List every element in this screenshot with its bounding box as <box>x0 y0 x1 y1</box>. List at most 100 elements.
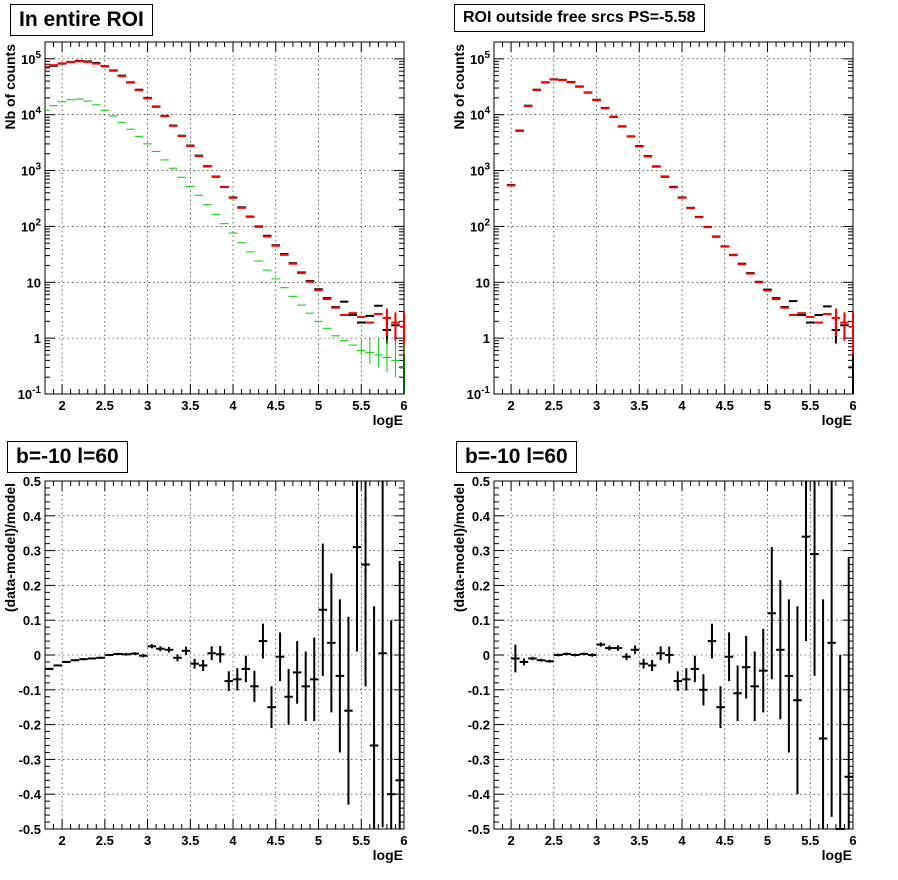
data-point <box>190 658 199 669</box>
data-point <box>395 561 404 829</box>
data-point <box>292 641 302 704</box>
x-tick-label: 4 <box>229 398 237 413</box>
data-point <box>147 644 157 649</box>
pad-residual-right: 2 2.5 3 3.5 4 4.5 5 5.5 6 -0.5 -0.4 -0.3 -0.2 -0.1 0 0.… <box>449 437 898 875</box>
x-tick-label: 5.5 <box>352 833 370 848</box>
data-point <box>365 336 375 364</box>
data-point <box>198 659 208 672</box>
x-tick-label: 4 <box>678 833 686 848</box>
data-point <box>724 632 734 682</box>
data-point <box>53 664 63 667</box>
data-point <box>391 312 400 341</box>
x-tick-label: 3.5 <box>630 833 648 848</box>
data-point <box>156 646 165 652</box>
x-tick-label: 5 <box>315 833 322 848</box>
y-tick-label: -0.1 <box>468 683 490 698</box>
data-point <box>630 645 640 654</box>
plot-entire-roi: 2 2.5 3 3.5 4 4.5 5 5.5 6 10-1 1 10 102 103 104 105 logE… <box>2 41 408 428</box>
x-tick-label: 3.5 <box>630 398 648 413</box>
data-point <box>511 644 520 673</box>
plot-area: 2 2.5 3 3.5 4 4.5 5 5.5 6 -0.5 -0.4 -0.3 -0.2 -0.1 0 0.… <box>451 474 857 863</box>
data-point <box>121 652 131 656</box>
data-series <box>45 60 405 355</box>
y-tick-label: 1 <box>483 331 490 346</box>
y-tick-label: 10 <box>476 275 490 290</box>
x-tick-label: 6 <box>400 398 407 413</box>
data-point <box>570 653 580 657</box>
plot-frame <box>493 480 854 830</box>
data-point <box>335 599 345 753</box>
x-tick-label: 4 <box>678 398 686 413</box>
data-point <box>258 623 268 659</box>
pad-entire-roi: 2 2.5 3 3.5 4 4.5 5 5.5 6 10-1 1 10 102 103 104 105 logE… <box>0 0 449 437</box>
data-point <box>113 652 122 655</box>
data-point <box>639 658 648 669</box>
plot-frame <box>44 41 405 395</box>
data-point <box>801 481 811 642</box>
y-tick-label: 0.3 <box>472 544 490 559</box>
y-tick-label: 10-1 <box>18 385 42 402</box>
x-axis-label: logE <box>822 412 852 428</box>
data-point <box>545 659 554 663</box>
data-point <box>844 557 853 829</box>
y-tick-label: 0.4 <box>23 509 42 524</box>
x-axis-label: logE <box>373 847 403 863</box>
data-point <box>250 670 259 702</box>
data-point <box>613 645 623 651</box>
plot-title: b=-10 l=60 <box>456 441 577 473</box>
x-tick-label: 2.5 <box>545 833 563 848</box>
data-point <box>528 656 537 661</box>
x-tick-label: 3.5 <box>181 833 199 848</box>
x-tick-label: 2.5 <box>96 398 114 413</box>
data-point <box>62 660 71 664</box>
y-tick-label: 0.3 <box>23 544 41 559</box>
data-point <box>818 599 828 829</box>
data-point <box>79 658 88 661</box>
y-tick-label: -0.4 <box>468 787 491 802</box>
x-tick-label: 6 <box>849 398 856 413</box>
data-point <box>96 656 105 659</box>
x-tick-label: 5 <box>764 833 771 848</box>
x-tick-label: 4.5 <box>716 833 734 848</box>
x-axis-label: logE <box>373 412 403 428</box>
x-tick-label: 5 <box>764 398 771 413</box>
x-tick-label: 2.5 <box>545 398 563 413</box>
y-tick-label: 105 <box>21 50 41 67</box>
x-tick-label: 2.5 <box>96 833 114 848</box>
plot-residual-right: 2 2.5 3 3.5 4 4.5 5 5.5 6 -0.5 -0.4 -0.3 -0.2 -0.1 0 0.… <box>451 474 857 863</box>
x-tick-label: 3 <box>144 833 151 848</box>
x-tick-label: 4.5 <box>716 398 734 413</box>
data-point <box>382 339 392 372</box>
x-tick-label: 4.5 <box>267 398 285 413</box>
data-series <box>506 78 854 355</box>
data-point <box>382 308 392 336</box>
data-point <box>562 652 571 656</box>
y-axis-label: (data-model)/model <box>2 483 18 612</box>
plot-title: In entire ROI <box>10 4 153 36</box>
data-point <box>369 606 379 829</box>
data-point <box>733 665 742 722</box>
x-tick-label: 6 <box>849 833 856 848</box>
x-tick-label: 4 <box>229 833 237 848</box>
data-point <box>45 667 54 670</box>
data-point <box>848 312 854 355</box>
y-tick-label: 102 <box>21 217 41 234</box>
x-axis-label: logE <box>822 847 852 863</box>
y-tick-label: -0.3 <box>468 752 490 767</box>
data-point <box>810 481 819 676</box>
plot-area: 2 2.5 3 3.5 4 4.5 5 5.5 6 10-1 1 10 102 103 104 105 logE… <box>451 41 857 428</box>
y-tick-label: 0.1 <box>23 613 41 628</box>
x-tick-label: 4.5 <box>267 833 285 848</box>
x-tick-label: 2 <box>507 833 514 848</box>
y-tick-label: 102 <box>470 217 490 234</box>
y-tick-label: 104 <box>470 106 490 123</box>
data-point <box>793 606 802 795</box>
x-tick-label: 3 <box>144 398 151 413</box>
data-point <box>596 642 606 647</box>
y-axis-label: Nb of counts <box>2 44 18 130</box>
data-point <box>622 653 631 661</box>
data-point <box>344 616 353 805</box>
pad-residual-left: 2 2.5 3 3.5 4 4.5 5 5.5 6 -0.5 -0.4 -0.3 -0.2 -0.1 0 0.… <box>0 437 449 875</box>
data-point <box>139 653 148 658</box>
pad-roi-outside-free-srcs: 2 2.5 3 3.5 4 4.5 5 5.5 6 10-1 1 10 102 103 104 105 logE… <box>449 0 898 437</box>
